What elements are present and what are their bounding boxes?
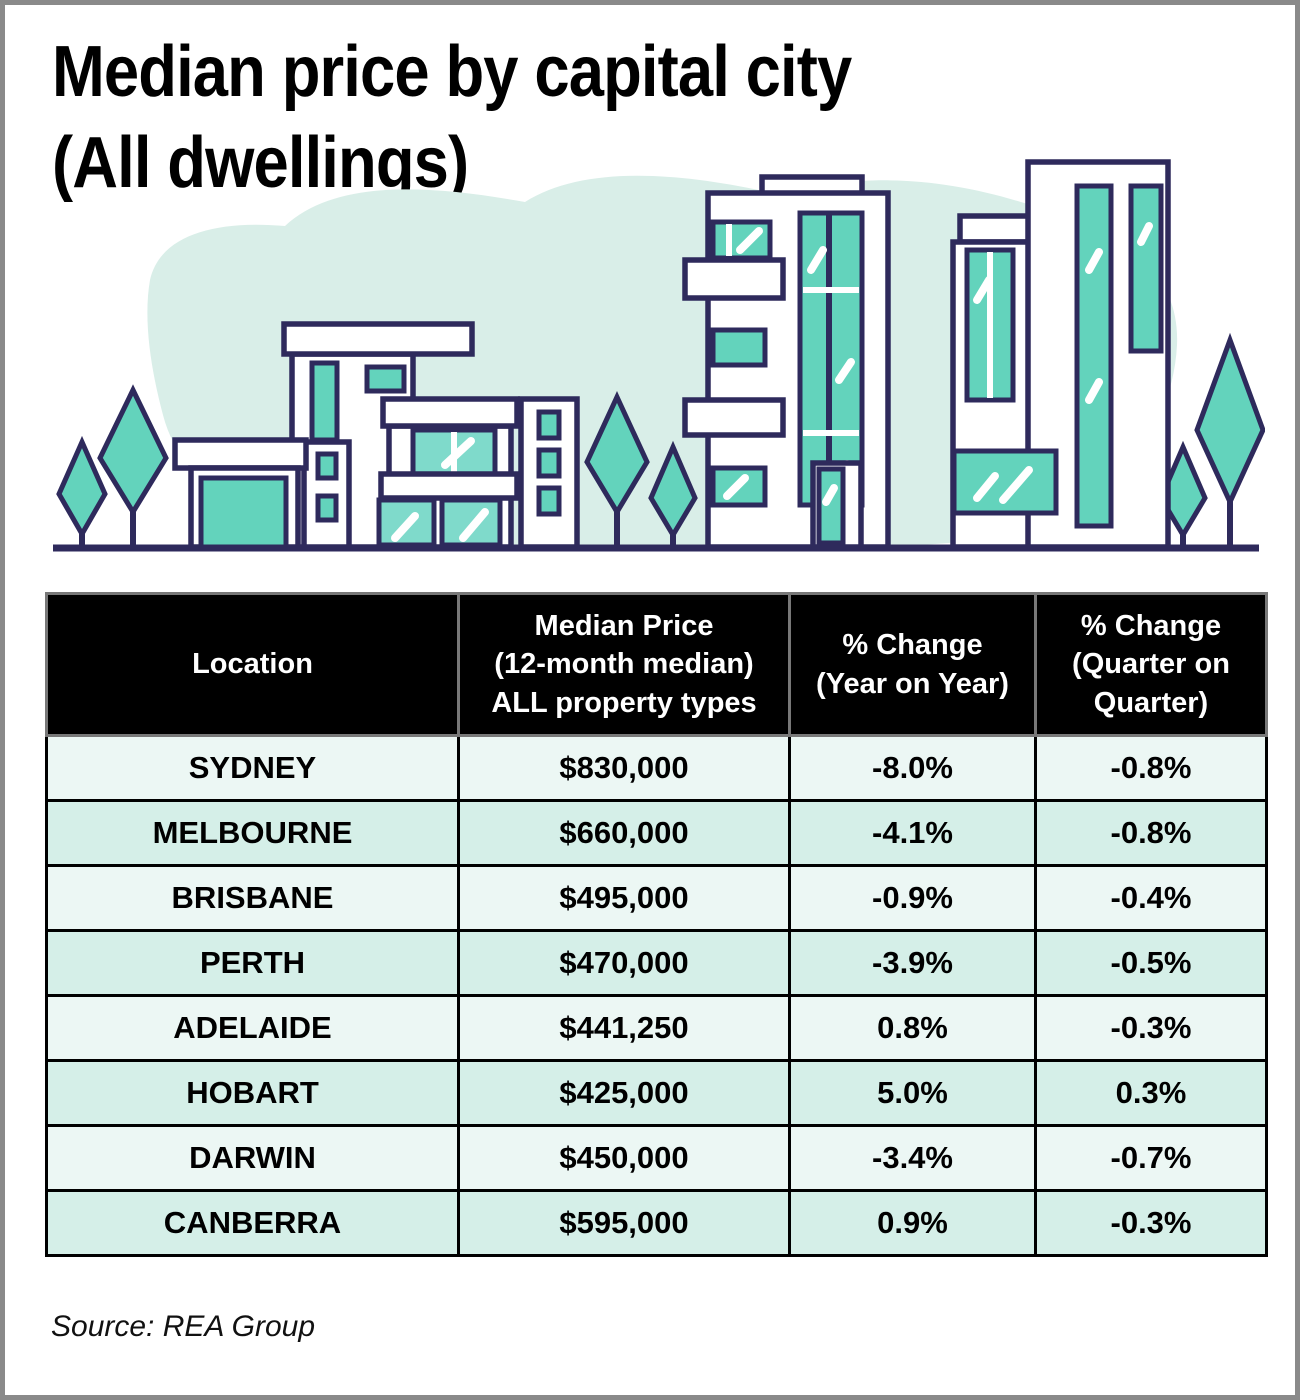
cell-location: HOBART: [45, 1059, 460, 1127]
title-line-1: Median price by capital city: [52, 32, 852, 112]
apartment-building-icon: [682, 174, 891, 550]
table-header-row: Location Median Price (12-month median) …: [45, 592, 1268, 737]
cell-median-price: $450,000: [457, 1124, 791, 1192]
city-illustration: [53, 159, 1265, 552]
table-row: PERTH $470,000 -3.9% -0.5%: [45, 929, 1268, 997]
page-title: Median price by capital city (All dwelli…: [52, 27, 852, 210]
cell-location: SYDNEY: [45, 734, 460, 802]
cell-qoq: -0.5%: [1034, 929, 1268, 997]
cell-median-price: $830,000: [457, 734, 791, 802]
tree-icon: [97, 384, 169, 546]
tree-icon: [584, 391, 650, 546]
cell-yoy: 0.9%: [788, 1189, 1037, 1257]
table-row: CANBERRA $595,000 0.9% -0.3%: [45, 1189, 1268, 1257]
cell-location: MELBOURNE: [45, 799, 460, 867]
tree-icon: [56, 435, 108, 546]
header-median-price: Median Price (12-month median) ALL prope…: [457, 592, 791, 737]
cell-qoq: 0.3%: [1034, 1059, 1268, 1127]
tree-icon: [1194, 332, 1265, 546]
cell-yoy: -3.9%: [788, 929, 1037, 997]
cell-yoy: -3.4%: [788, 1124, 1037, 1192]
cell-location: PERTH: [45, 929, 460, 997]
table-row: DARWIN $450,000 -3.4% -0.7%: [45, 1124, 1268, 1192]
cell-yoy: 0.8%: [788, 994, 1037, 1062]
cell-yoy: -4.1%: [788, 799, 1037, 867]
cell-qoq: -0.3%: [1034, 994, 1268, 1062]
table-row: BRISBANE $495,000 -0.9% -0.4%: [45, 864, 1268, 932]
cell-qoq: -0.8%: [1034, 799, 1268, 867]
cell-median-price: $595,000: [457, 1189, 791, 1257]
cell-median-price: $441,250: [457, 994, 791, 1062]
cell-median-price: $495,000: [457, 864, 791, 932]
header-yoy-change: % Change (Year on Year): [788, 592, 1037, 737]
tower-building-icon: [950, 159, 1171, 550]
cell-median-price: $660,000: [457, 799, 791, 867]
median-price-table: Location Median Price (12-month median) …: [45, 592, 1268, 1257]
cell-yoy: -0.9%: [788, 864, 1037, 932]
cell-location: CANBERRA: [45, 1189, 460, 1257]
cell-location: DARWIN: [45, 1124, 460, 1192]
table-row: ADELAIDE $441,250 0.8% -0.3%: [45, 994, 1268, 1062]
table-row: MELBOURNE $660,000 -4.1% -0.8%: [45, 799, 1268, 867]
source-attribution: Source: REA Group: [51, 1310, 316, 1343]
cell-qoq: -0.3%: [1034, 1189, 1268, 1257]
house-icon: [172, 321, 580, 550]
cell-yoy: -8.0%: [788, 734, 1037, 802]
cell-median-price: $425,000: [457, 1059, 791, 1127]
cell-median-price: $470,000: [457, 929, 791, 997]
header-qoq-change: % Change (Quarter on Quarter): [1034, 592, 1268, 737]
cell-location: BRISBANE: [45, 864, 460, 932]
tree-icon: [648, 440, 698, 546]
table-row: SYDNEY $830,000 -8.0% -0.8%: [45, 734, 1268, 802]
cell-qoq: -0.4%: [1034, 864, 1268, 932]
table-row: HOBART $425,000 5.0% 0.3%: [45, 1059, 1268, 1127]
header-location: Location: [45, 592, 460, 737]
cell-qoq: -0.7%: [1034, 1124, 1268, 1192]
cell-yoy: 5.0%: [788, 1059, 1037, 1127]
cell-qoq: -0.8%: [1034, 734, 1268, 802]
cell-location: ADELAIDE: [45, 994, 460, 1062]
